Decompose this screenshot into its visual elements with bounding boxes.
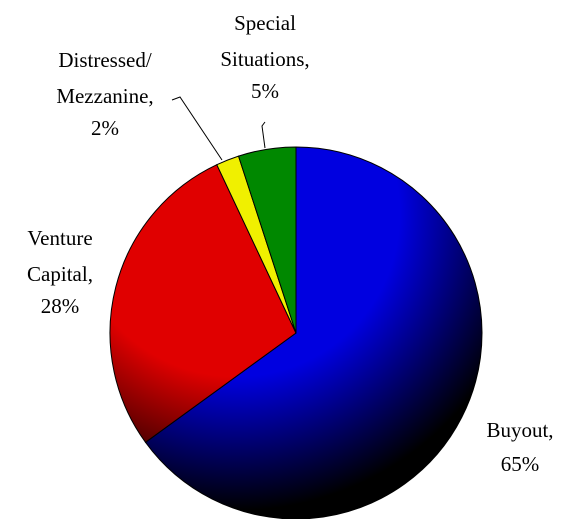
- slice-label: Special Situations,: [220, 11, 309, 71]
- slice-label: Venture Capital,: [27, 226, 93, 286]
- slice-value: 2%: [91, 116, 119, 140]
- slice-label: Buyout,: [486, 418, 553, 442]
- leader-line: [261, 121, 266, 149]
- pie-slice: [109, 164, 297, 444]
- pie-slice: [144, 146, 483, 519]
- slice-value: 28%: [41, 294, 80, 318]
- pie-slice: [237, 146, 297, 334]
- slice-value: 5%: [251, 79, 279, 103]
- slice-value: 65%: [501, 452, 540, 476]
- slice-label: Distressed/Mezzanine,: [56, 48, 153, 108]
- leader-line: [171, 96, 223, 161]
